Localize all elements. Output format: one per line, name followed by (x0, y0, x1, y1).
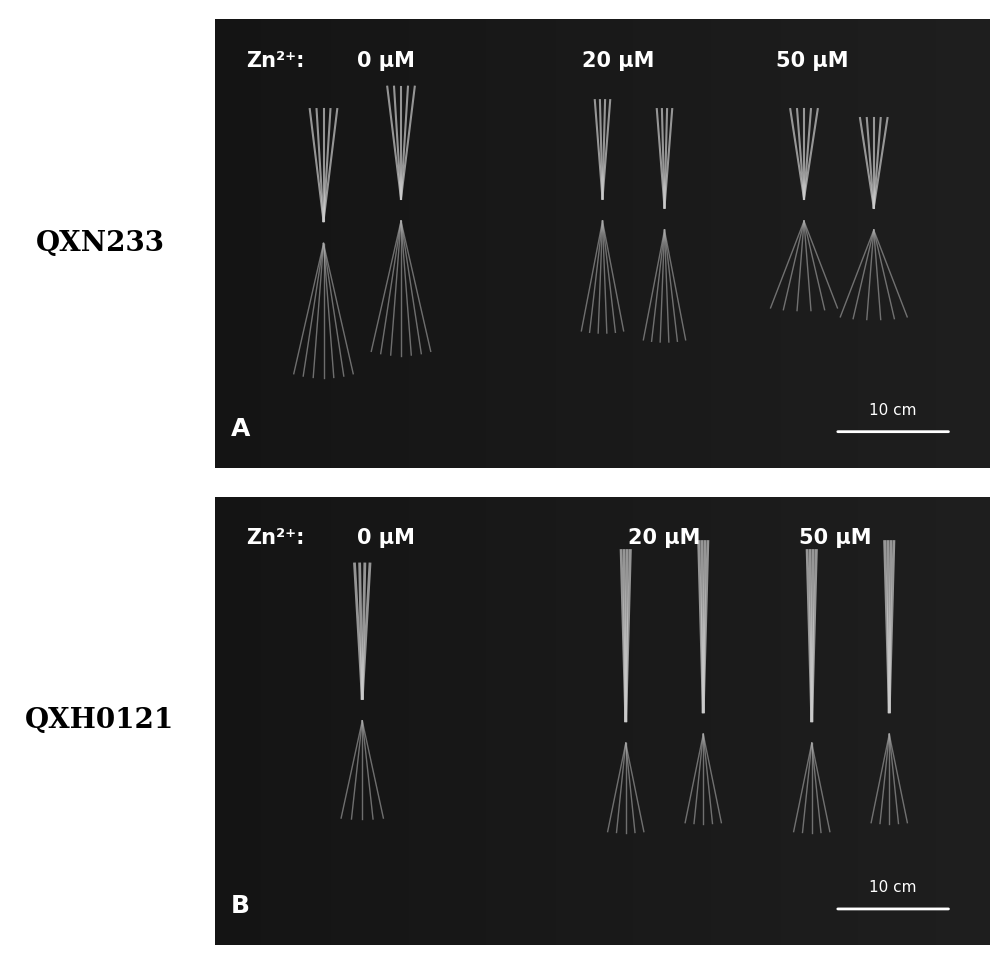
Text: 50 μM: 50 μM (799, 528, 871, 548)
Text: QXH0121: QXH0121 (25, 707, 175, 734)
Text: 10 cm: 10 cm (869, 880, 917, 895)
Text: 20 μM: 20 μM (628, 528, 701, 548)
Text: 10 cm: 10 cm (869, 403, 917, 418)
Text: A: A (230, 417, 250, 440)
Text: B: B (230, 894, 250, 918)
Text: 50 μM: 50 μM (776, 51, 848, 71)
Text: Zn²⁺:: Zn²⁺: (246, 528, 304, 548)
Text: Zn²⁺:: Zn²⁺: (246, 51, 304, 71)
Text: 0 μM: 0 μM (357, 51, 414, 71)
Text: 0 μM: 0 μM (357, 528, 414, 548)
Text: QXN233: QXN233 (36, 230, 164, 257)
Text: 20 μM: 20 μM (582, 51, 654, 71)
